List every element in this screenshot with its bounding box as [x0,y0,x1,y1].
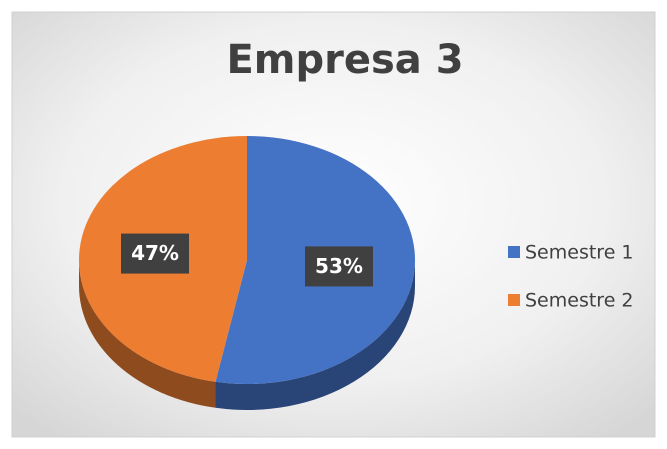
legend-label: Semestre 1 [525,242,634,264]
legend: Semestre 1 Semestre 2 [508,242,634,312]
chart-title: Empresa 3 [226,37,463,83]
pie-side [79,260,216,408]
data-label: 47% [131,241,179,265]
data-label: 53% [315,254,363,278]
pie: 53% 47% [79,136,416,410]
data-label-box [304,246,373,287]
legend-swatch [508,294,520,306]
legend-swatch [508,246,520,258]
legend-label: Semestre 2 [525,290,634,312]
data-label-box [121,233,190,274]
pie-side [215,260,415,410]
